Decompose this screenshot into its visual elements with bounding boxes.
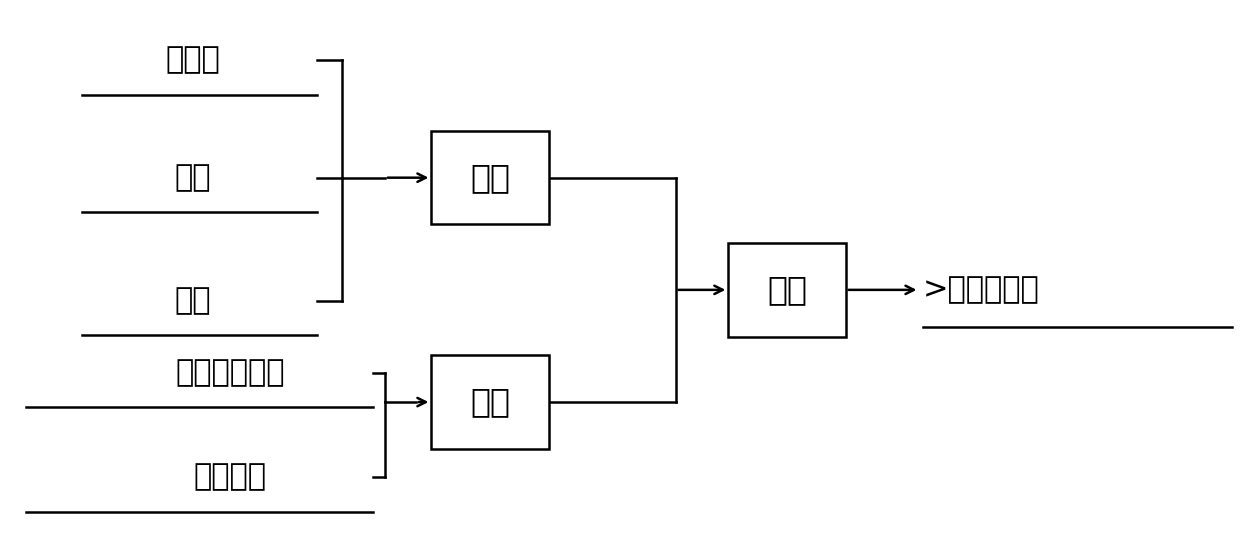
Text: 混合: 混合 [470,161,510,194]
Text: 熔剂: 熔剂 [175,286,211,315]
Bar [728,243,846,337]
Text: 剩余含铁原料: 剩余含铁原料 [176,358,285,387]
Text: 燃料: 燃料 [175,163,211,192]
Text: 铁矿粉: 铁矿粉 [166,46,221,75]
Bar [432,131,549,224]
Text: >烧结混合料: >烧结混合料 [923,275,1040,304]
Text: 混合: 混合 [470,386,510,418]
Text: 剩余熔剂: 剩余熔剂 [193,462,267,491]
Text: 混合: 混合 [768,273,807,307]
Bar [432,355,549,449]
